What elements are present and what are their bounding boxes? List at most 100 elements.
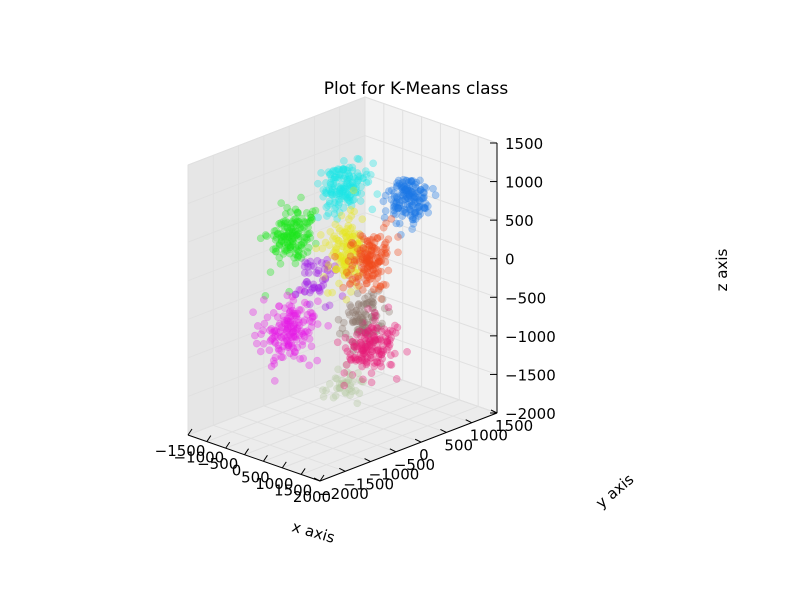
data-point bbox=[335, 261, 344, 269]
data-point bbox=[344, 257, 353, 265]
data-point bbox=[262, 232, 271, 241]
data-point bbox=[387, 215, 396, 223]
data-point bbox=[379, 243, 388, 252]
data-point bbox=[371, 335, 379, 344]
data-point bbox=[307, 213, 316, 222]
data-point bbox=[295, 306, 304, 314]
data-point bbox=[332, 190, 340, 199]
data-point bbox=[335, 379, 344, 388]
data-point bbox=[408, 213, 417, 222]
data-point bbox=[415, 187, 424, 196]
data-point bbox=[365, 256, 373, 265]
data-point bbox=[330, 232, 339, 241]
data-point bbox=[355, 235, 364, 244]
data-point bbox=[345, 163, 354, 172]
data-point bbox=[340, 270, 349, 279]
data-point bbox=[335, 191, 344, 200]
data-point bbox=[337, 254, 345, 262]
data-point bbox=[347, 235, 356, 244]
data-point bbox=[354, 272, 363, 280]
grid-line-z-left bbox=[187, 366, 366, 436]
data-point bbox=[351, 185, 360, 194]
data-point bbox=[302, 218, 311, 227]
data-point bbox=[311, 239, 320, 248]
data-point bbox=[368, 298, 377, 306]
data-point bbox=[284, 233, 293, 241]
data-point bbox=[283, 239, 292, 247]
data-point bbox=[344, 271, 353, 280]
data-point bbox=[300, 238, 309, 246]
data-point bbox=[368, 300, 376, 309]
data-point bbox=[362, 346, 370, 355]
data-point bbox=[299, 239, 308, 247]
data-point bbox=[370, 362, 379, 371]
grid-line-z-back bbox=[364, 135, 498, 183]
data-point bbox=[368, 347, 376, 355]
data-point bbox=[303, 327, 311, 336]
data-point bbox=[411, 209, 419, 218]
data-point bbox=[407, 208, 415, 216]
data-point bbox=[343, 166, 352, 175]
data-point bbox=[309, 262, 318, 271]
data-point bbox=[291, 259, 300, 268]
data-point bbox=[365, 262, 374, 271]
data-point bbox=[304, 223, 312, 232]
data-point bbox=[291, 333, 300, 342]
data-point bbox=[291, 290, 300, 299]
data-point bbox=[294, 315, 303, 324]
data-point bbox=[292, 312, 301, 321]
data-point bbox=[284, 324, 293, 333]
data-point bbox=[366, 351, 375, 359]
data-point bbox=[345, 196, 353, 205]
grid-line-y-floor bbox=[263, 405, 397, 453]
data-point bbox=[342, 245, 351, 254]
data-point bbox=[348, 245, 357, 253]
x-tick bbox=[263, 455, 268, 462]
data-point bbox=[293, 323, 302, 332]
data-point bbox=[366, 170, 375, 179]
data-point bbox=[387, 351, 395, 360]
data-point bbox=[294, 242, 303, 250]
data-point bbox=[406, 212, 415, 220]
data-point bbox=[349, 241, 358, 249]
x-tick-label: −1000 bbox=[173, 449, 224, 467]
data-point bbox=[355, 315, 364, 324]
data-point bbox=[373, 273, 382, 282]
data-point bbox=[359, 300, 368, 309]
data-point bbox=[280, 227, 288, 236]
data-point bbox=[275, 253, 284, 262]
data-point bbox=[371, 260, 379, 269]
x-tick-label: −1500 bbox=[155, 442, 206, 460]
data-point bbox=[362, 258, 370, 267]
data-point bbox=[363, 248, 371, 257]
data-point bbox=[277, 323, 286, 332]
data-point bbox=[377, 267, 385, 276]
data-point bbox=[335, 224, 344, 233]
data-point bbox=[348, 178, 357, 187]
data-point bbox=[369, 316, 377, 325]
data-point bbox=[336, 189, 344, 198]
data-point bbox=[323, 266, 332, 275]
data-point bbox=[340, 185, 349, 193]
data-point bbox=[319, 281, 328, 289]
data-point bbox=[322, 189, 331, 198]
data-point bbox=[341, 379, 350, 387]
data-point bbox=[353, 345, 361, 354]
data-point bbox=[365, 252, 373, 261]
data-point bbox=[324, 209, 333, 218]
data-point bbox=[341, 183, 350, 191]
data-point bbox=[303, 310, 312, 319]
data-point bbox=[273, 313, 282, 321]
data-point bbox=[298, 214, 306, 223]
data-point bbox=[305, 361, 314, 370]
data-point bbox=[420, 204, 429, 213]
data-point bbox=[363, 250, 372, 259]
data-point bbox=[379, 280, 388, 289]
data-point bbox=[294, 230, 303, 238]
data-point bbox=[304, 230, 313, 238]
data-point bbox=[410, 198, 419, 207]
data-point bbox=[303, 219, 312, 228]
data-point bbox=[323, 263, 332, 272]
data-point bbox=[420, 193, 428, 201]
data-point bbox=[331, 252, 339, 261]
